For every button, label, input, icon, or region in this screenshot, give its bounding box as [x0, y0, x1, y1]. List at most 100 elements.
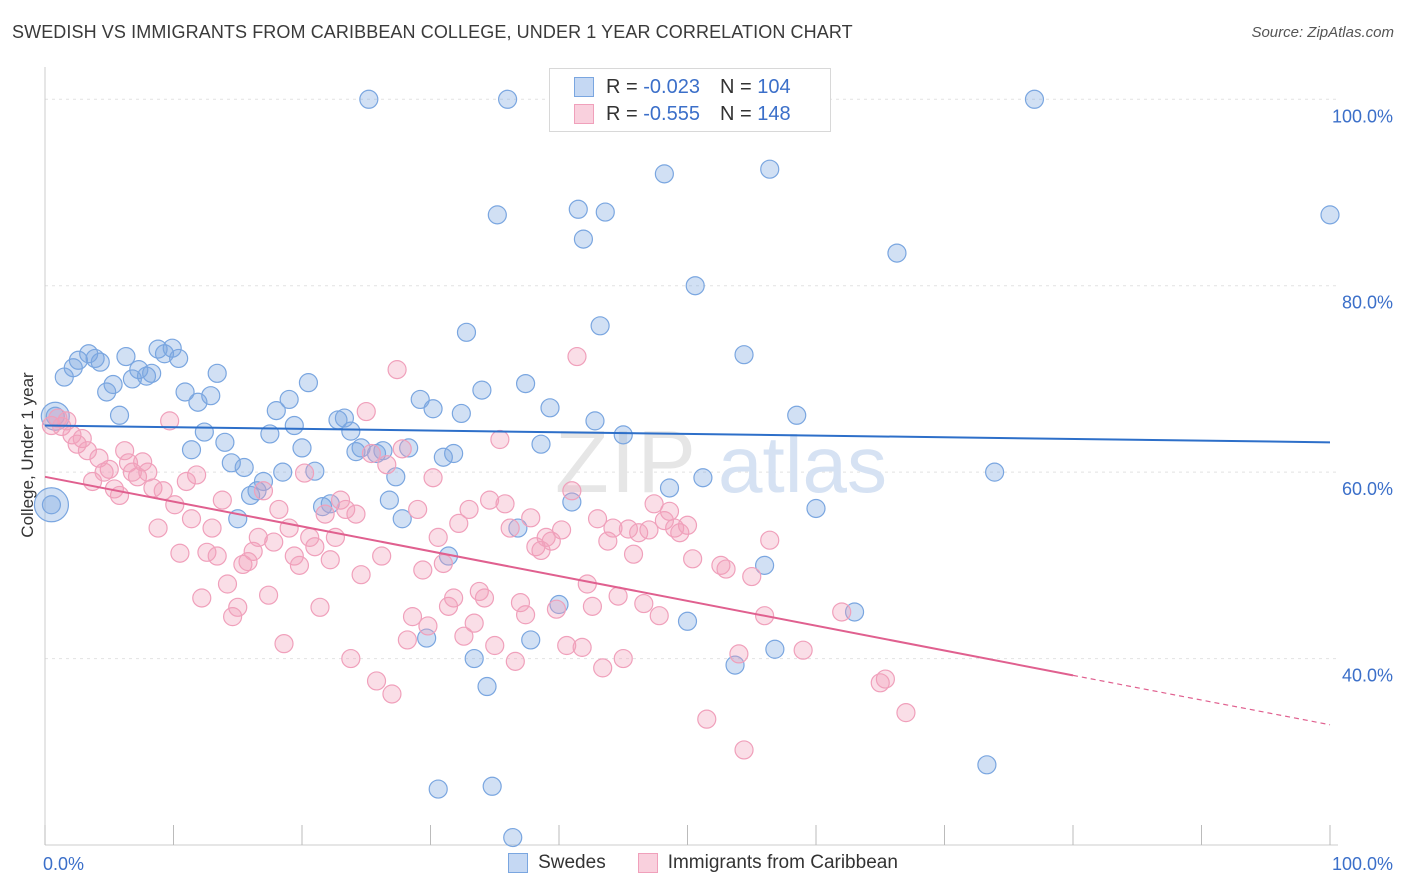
trend-lines — [44, 424, 1331, 726]
caribbean-point — [346, 504, 366, 524]
swedes-point — [346, 442, 366, 462]
caribbean-point — [305, 537, 325, 557]
swedes-point — [279, 389, 299, 410]
caribbean-point — [683, 549, 703, 569]
caribbean-point — [148, 518, 168, 538]
caribbean-point — [223, 607, 243, 627]
swedes-point — [41, 495, 62, 515]
caribbean-point — [397, 630, 417, 650]
caribbean-point — [644, 494, 664, 514]
legend-r-value-caribbean: -0.555 — [643, 102, 700, 125]
swedes-point — [734, 345, 754, 365]
caribbean-point — [118, 453, 139, 473]
swedes-point — [444, 443, 464, 464]
caribbean-point — [464, 613, 484, 633]
caribbean-point — [603, 518, 623, 538]
swedes-point — [685, 276, 705, 296]
caribbean-legend-label: Immigrants from Caribbean — [667, 852, 898, 873]
swedes-point — [103, 374, 123, 395]
swedes-point — [266, 401, 286, 421]
series-legend: Swedes Immigrants from Caribbean — [0, 852, 1406, 874]
legend-r-label: R = — [606, 75, 638, 98]
caribbean-point — [197, 542, 217, 562]
swedes-point — [359, 89, 379, 109]
swedes-point — [122, 369, 142, 389]
swedes-point — [477, 676, 497, 697]
caribbean-point — [138, 462, 158, 482]
swedes-point — [181, 440, 202, 460]
swedes-legend-label: Swedes — [538, 852, 606, 873]
swedes-point — [379, 490, 399, 510]
swedes-point — [423, 399, 443, 419]
caribbean-point — [734, 740, 754, 760]
swedes-point — [85, 348, 105, 369]
caribbean-point — [634, 593, 654, 614]
caribbean-point — [294, 463, 315, 483]
caribbean-point — [72, 428, 92, 449]
swedes-point — [451, 403, 471, 424]
caribbean-point — [677, 515, 698, 535]
caribbean-point — [372, 546, 392, 566]
swedes-point — [654, 164, 674, 184]
caribbean-point — [258, 585, 279, 605]
swedes-point — [298, 373, 319, 393]
caribbean-point — [567, 346, 587, 367]
caribbean-point — [99, 459, 119, 479]
legend-item-swedes: Swedes — [508, 852, 606, 874]
caribbean-trend-line — [44, 475, 1074, 677]
y-tick-label: 80.0% — [1342, 293, 1393, 313]
caribbean-point — [274, 634, 294, 654]
swedes-point — [508, 518, 528, 538]
swedes-point-large — [33, 487, 70, 523]
caribbean-point — [577, 574, 597, 594]
swedes-point — [247, 481, 267, 501]
caribbean-point — [428, 527, 448, 547]
caribbean-point — [170, 543, 190, 563]
caribbean-point — [160, 411, 180, 431]
caribbean-point — [793, 640, 813, 660]
swedes-point — [760, 159, 780, 179]
swedes-point — [985, 462, 1005, 482]
caribbean-point — [562, 481, 582, 501]
caribbean-point — [433, 553, 453, 574]
caribbean-point — [474, 588, 495, 608]
caribbean-point — [320, 550, 340, 570]
caribbean-point — [649, 606, 669, 626]
caribbean-point — [392, 439, 412, 459]
swedes-point — [292, 438, 312, 458]
swedes-swatch — [574, 77, 594, 97]
caribbean-point — [212, 490, 232, 510]
caribbean-point — [490, 429, 510, 450]
caribbean-point — [742, 566, 762, 587]
swedes-point — [341, 421, 361, 441]
caribbean-point — [67, 434, 87, 454]
caribbean-point — [356, 401, 376, 422]
caribbean-point — [413, 560, 433, 580]
caribbean-point — [593, 658, 613, 678]
swedes-point — [284, 415, 304, 436]
swedes-point — [142, 363, 162, 383]
swedes-point — [613, 425, 633, 445]
watermark-atlas: atlas — [718, 420, 887, 509]
correlation-legend: R = -0.023 N = 104 R = -0.555 N = 148 — [549, 68, 831, 132]
swedes-point — [312, 497, 333, 517]
caribbean-point — [896, 703, 916, 723]
swedes-point — [515, 373, 536, 394]
y-tick-label: 40.0% — [1342, 666, 1393, 686]
swedes-legend-swatch — [508, 853, 529, 873]
chart-title: SWEDISH VS IMMIGRANTS FROM CARIBBEAN COL… — [12, 22, 853, 42]
caribbean-point — [716, 559, 736, 579]
caribbean-point — [654, 511, 674, 531]
swedes-point — [201, 386, 221, 406]
swedes-point — [207, 363, 227, 383]
caribbean-point — [253, 481, 274, 501]
swedes-point — [428, 779, 448, 799]
watermark-zip: ZIP — [555, 412, 698, 511]
caribbean-point — [521, 508, 541, 528]
caribbean-point — [382, 684, 402, 704]
caribbean-point — [505, 651, 525, 671]
swedes-point-large — [40, 401, 70, 431]
swedes-point — [725, 655, 745, 675]
swedes-points — [33, 89, 1340, 848]
